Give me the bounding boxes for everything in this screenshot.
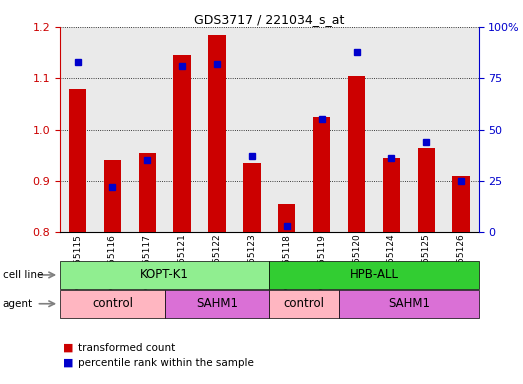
Bar bbox=[269, 27, 304, 232]
Bar bbox=[278, 204, 295, 232]
Text: ■: ■ bbox=[63, 358, 73, 368]
Bar bbox=[304, 27, 339, 232]
Bar bbox=[409, 27, 444, 232]
Bar bbox=[243, 163, 260, 232]
Bar bbox=[444, 27, 479, 232]
Bar bbox=[69, 88, 86, 232]
Text: control: control bbox=[92, 297, 133, 310]
Bar bbox=[165, 27, 200, 232]
Bar bbox=[234, 27, 269, 232]
Title: GDS3717 / 221034_s_at: GDS3717 / 221034_s_at bbox=[194, 13, 345, 26]
Bar bbox=[139, 153, 156, 232]
Bar bbox=[374, 27, 409, 232]
Bar bbox=[452, 176, 470, 232]
Bar bbox=[200, 27, 234, 232]
Bar bbox=[348, 76, 365, 232]
Text: transformed count: transformed count bbox=[78, 343, 176, 353]
Bar bbox=[104, 161, 121, 232]
Text: agent: agent bbox=[3, 299, 33, 309]
Bar bbox=[208, 35, 226, 232]
Bar bbox=[174, 55, 191, 232]
Bar bbox=[60, 27, 95, 232]
Text: ■: ■ bbox=[63, 343, 73, 353]
Bar bbox=[130, 27, 165, 232]
Text: HPB-ALL: HPB-ALL bbox=[349, 268, 399, 281]
Bar bbox=[339, 27, 374, 232]
Text: percentile rank within the sample: percentile rank within the sample bbox=[78, 358, 254, 368]
Text: cell line: cell line bbox=[3, 270, 43, 280]
Bar bbox=[313, 117, 331, 232]
Bar bbox=[383, 158, 400, 232]
Text: SAHM1: SAHM1 bbox=[388, 297, 430, 310]
Text: KOPT-K1: KOPT-K1 bbox=[140, 268, 189, 281]
Text: control: control bbox=[283, 297, 325, 310]
Bar bbox=[95, 27, 130, 232]
Text: SAHM1: SAHM1 bbox=[196, 297, 238, 310]
Bar bbox=[417, 147, 435, 232]
